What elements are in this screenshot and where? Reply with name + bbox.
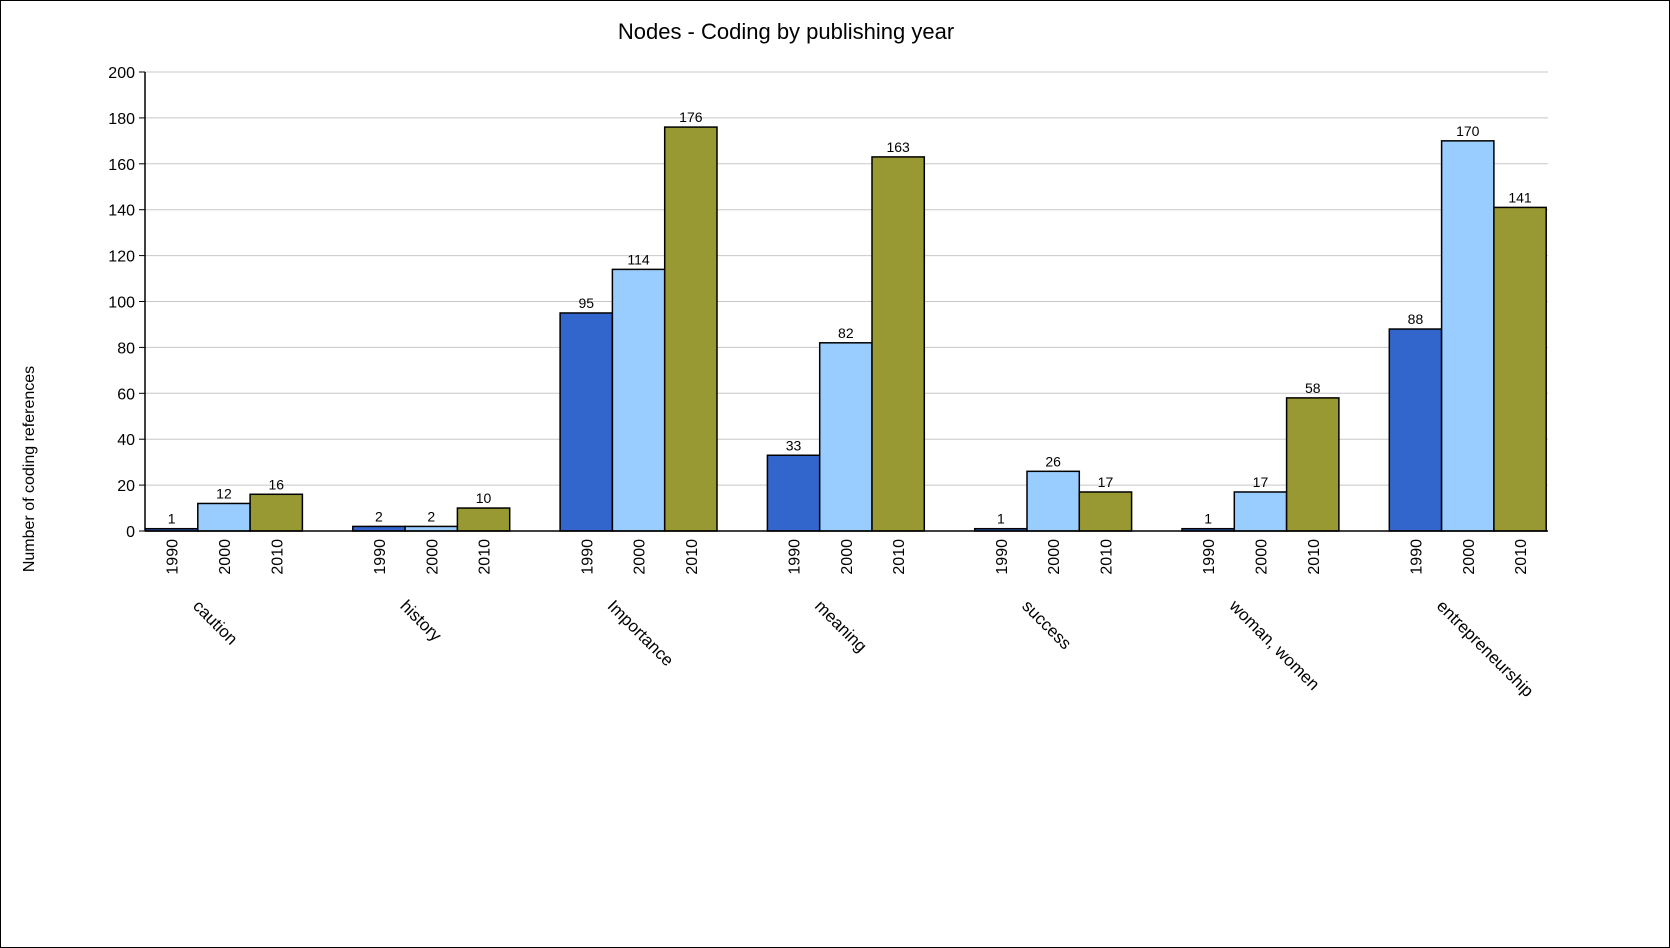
x-axis-categories: caution history Importance meaning success wo… bbox=[189, 596, 1537, 701]
bar bbox=[1026, 470, 1081, 532]
gridlines bbox=[145, 71, 1548, 486]
x-axis-sublabels: 1990 2000 2010 1990 2000 2010 1990 2000 2010 1990… bbox=[165, 539, 1530, 575]
x-sublabel: 2000 bbox=[424, 539, 441, 575]
data-label: 82 bbox=[838, 325, 854, 341]
x-sublabel: 2000 bbox=[1461, 539, 1478, 575]
bar bbox=[871, 156, 926, 532]
bar bbox=[197, 502, 251, 532]
bar bbox=[1078, 491, 1133, 532]
data-label: 2 bbox=[427, 508, 435, 524]
bar bbox=[766, 454, 821, 532]
bar bbox=[1388, 328, 1443, 532]
x-sublabel: 2000 bbox=[632, 539, 649, 575]
y-tick-label: 40 bbox=[117, 432, 135, 449]
data-label: 170 bbox=[1456, 123, 1480, 139]
data-label: 12 bbox=[216, 485, 232, 501]
x-sublabel: 1990 bbox=[1408, 539, 1425, 575]
x-sublabel: 1990 bbox=[787, 539, 804, 575]
y-tick-label: 200 bbox=[108, 65, 135, 82]
x-sublabel: 2000 bbox=[839, 539, 856, 575]
x-sublabel: 2010 bbox=[684, 539, 701, 575]
bar bbox=[249, 493, 304, 532]
x-sublabel: 1990 bbox=[165, 539, 182, 575]
value-labels: 1 12 16 2 2 10 95 114 176 33 82 163 1 26 17 1 17 58 88 170 1… bbox=[168, 109, 1532, 527]
y-tick-label: 80 bbox=[117, 340, 135, 357]
category-label: entrepreneurship bbox=[1433, 596, 1537, 700]
x-sublabel: 1990 bbox=[994, 539, 1011, 575]
data-label: 163 bbox=[886, 139, 910, 155]
category-label: history bbox=[396, 596, 445, 645]
bar bbox=[1440, 140, 1495, 532]
data-label: 141 bbox=[1508, 189, 1532, 205]
y-tick-label: 140 bbox=[108, 203, 135, 220]
y-tick-label: 160 bbox=[108, 157, 135, 174]
x-sublabel: 2010 bbox=[1513, 539, 1530, 575]
x-sublabel: 2000 bbox=[1046, 539, 1063, 575]
y-tick-label: 20 bbox=[117, 478, 135, 495]
data-label: 1 bbox=[1204, 511, 1212, 527]
data-label: 10 bbox=[476, 490, 492, 506]
x-sublabel: 1990 bbox=[1201, 539, 1218, 575]
data-label: 176 bbox=[679, 109, 703, 125]
data-label: 16 bbox=[268, 476, 284, 492]
y-tick-label: 0 bbox=[126, 524, 135, 541]
x-sublabel: 2010 bbox=[891, 539, 908, 575]
bar bbox=[1233, 491, 1288, 532]
data-label: 58 bbox=[1305, 380, 1321, 396]
data-label: 1 bbox=[997, 511, 1005, 527]
data-label: 33 bbox=[786, 437, 802, 453]
category-label: meaning bbox=[811, 596, 871, 656]
x-sublabel: 2000 bbox=[1253, 539, 1270, 575]
chart-title: Nodes - Coding by publishing year bbox=[618, 19, 954, 44]
x-sublabel: 2010 bbox=[269, 539, 286, 575]
data-label: 17 bbox=[1098, 474, 1114, 490]
data-label: 26 bbox=[1045, 453, 1061, 469]
y-tick-label: 180 bbox=[108, 111, 135, 128]
y-axis-label: Number of coding references bbox=[21, 366, 38, 572]
data-label: 17 bbox=[1253, 474, 1269, 490]
bar bbox=[1285, 397, 1340, 532]
y-axis-ticks: 0 20 40 60 80 100 120 140 160 180 200 bbox=[108, 65, 145, 541]
x-sublabel: 2010 bbox=[1098, 539, 1115, 575]
y-tick-label: 100 bbox=[108, 295, 135, 312]
x-sublabel: 2010 bbox=[477, 539, 494, 575]
bar bbox=[818, 342, 873, 532]
data-label: 1 bbox=[168, 511, 176, 527]
data-label: 2 bbox=[375, 508, 383, 524]
y-tick-label: 60 bbox=[117, 386, 135, 403]
bar bbox=[456, 507, 511, 532]
bar bbox=[559, 312, 614, 532]
bars bbox=[144, 126, 1547, 532]
x-sublabel: 1990 bbox=[372, 539, 389, 575]
data-label: 95 bbox=[578, 295, 594, 311]
bar bbox=[611, 268, 666, 532]
data-label: 88 bbox=[1408, 311, 1424, 327]
category-label: success bbox=[1018, 596, 1075, 653]
bar bbox=[663, 126, 718, 532]
x-sublabel: 2010 bbox=[1306, 539, 1323, 575]
x-sublabel: 2000 bbox=[217, 539, 234, 575]
x-sublabel: 1990 bbox=[579, 539, 596, 575]
y-tick-label: 120 bbox=[108, 249, 135, 266]
category-label: woman, women bbox=[1225, 596, 1323, 694]
category-label: Importance bbox=[604, 596, 678, 670]
category-label: caution bbox=[189, 596, 241, 648]
bar bbox=[1493, 206, 1547, 532]
data-label: 114 bbox=[627, 251, 650, 267]
